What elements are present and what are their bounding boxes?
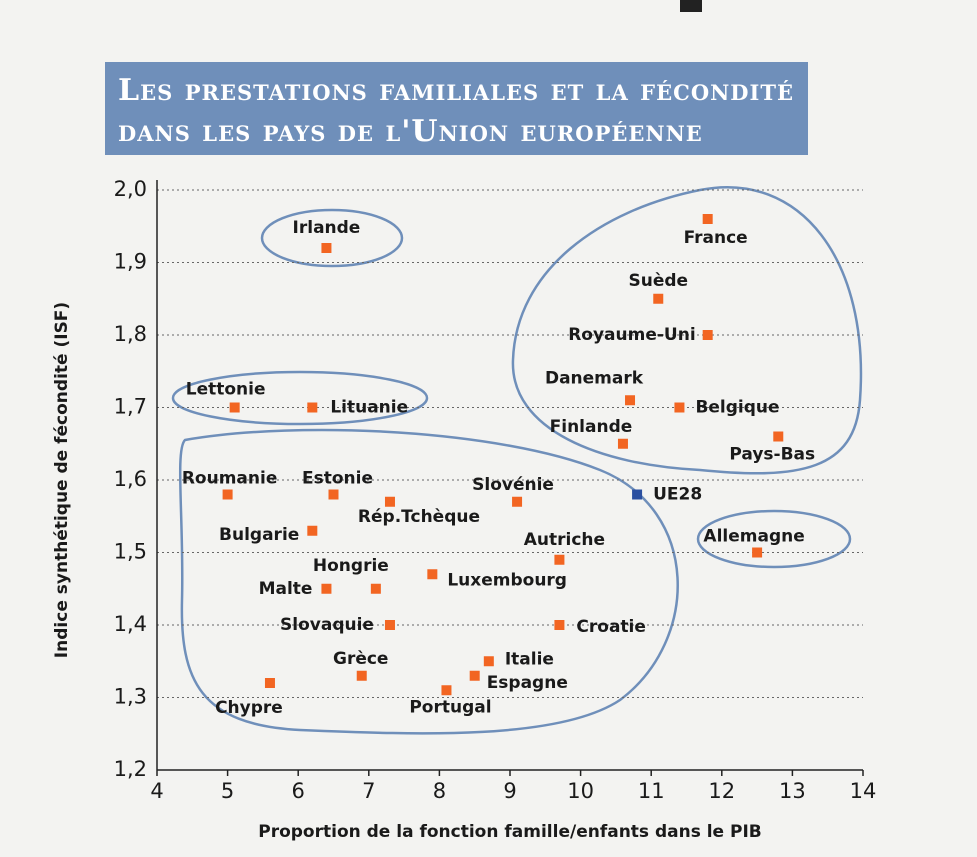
point [469, 670, 480, 681]
cluster-outline [696, 509, 852, 569]
x-tick-label: 13 [779, 779, 806, 803]
point-label: Portugal [409, 697, 491, 717]
point [441, 685, 452, 696]
point-label: Suède [628, 271, 688, 291]
point [307, 402, 318, 413]
point-label: Pays-Bas [729, 445, 815, 465]
x-tick-label: 9 [503, 779, 516, 803]
point-label: Malte [259, 579, 313, 599]
point-label: Danemark [545, 368, 644, 388]
point [752, 547, 763, 558]
title-band [105, 62, 808, 155]
point-label: Roumanie [182, 469, 278, 489]
point-label: Estonie [302, 469, 373, 489]
point [674, 402, 685, 413]
point [321, 583, 332, 594]
point [773, 431, 784, 442]
point-label: France [684, 228, 748, 248]
cluster-outline [178, 428, 679, 735]
y-tick-label: 1,6 [114, 467, 147, 491]
y-tick-label: 1,5 [114, 540, 147, 564]
point [229, 402, 240, 413]
point [702, 330, 713, 340]
x-tick-label: 7 [362, 779, 375, 803]
x-tick-label: 10 [567, 779, 594, 803]
y-tick-label: 1,9 [114, 250, 147, 274]
point-label: Slovaquie [280, 615, 374, 635]
y-tick-label: 1,7 [114, 395, 147, 419]
y-tick-label: 1,3 [114, 685, 147, 709]
point [554, 554, 565, 565]
point [370, 583, 381, 594]
point [625, 395, 636, 406]
point-label: Chypre [215, 698, 283, 718]
point [321, 243, 332, 253]
point [512, 496, 523, 507]
point-label: Hongrie [313, 556, 389, 576]
point-label: Finlande [550, 417, 633, 437]
point-label: Grèce [333, 649, 388, 669]
point-label: UE28 [653, 485, 702, 505]
point [653, 293, 664, 304]
point-label: Royaume-Uni [568, 325, 695, 345]
point-label: Irlande [293, 218, 361, 238]
point-label: Espagne [487, 673, 568, 693]
y-tick-label: 1,4 [114, 612, 147, 636]
point [222, 489, 233, 500]
cluster-outline [171, 370, 429, 426]
point [427, 569, 438, 580]
point [307, 525, 318, 536]
y-tick-label: 1,2 [114, 757, 147, 781]
point [264, 678, 275, 688]
y-tick-label: 2,0 [114, 177, 147, 201]
x-tick-label: 11 [638, 779, 665, 803]
chart-title: Les prestations familiales et la fécondi… [118, 73, 794, 108]
point [702, 214, 713, 224]
point [328, 489, 339, 500]
point [632, 489, 643, 500]
chart-title: dans les pays de l'Union européenne [118, 114, 703, 149]
cluster-outline [511, 186, 863, 475]
x-tick-label: 5 [221, 779, 234, 803]
point-label: Italie [505, 649, 554, 669]
point [483, 656, 494, 667]
point-label: Autriche [524, 530, 605, 550]
x-tick-label: 6 [292, 779, 305, 803]
decoration [680, 0, 702, 12]
point [384, 496, 395, 507]
x-tick-label: 12 [708, 779, 735, 803]
x-tick-label: 4 [150, 779, 163, 803]
x-axis-label: Proportion de la fonction famille/enfant… [258, 822, 762, 842]
point-label: Slovénie [472, 475, 554, 495]
y-tick-label: 1,8 [114, 322, 147, 346]
point-label: Lituanie [330, 398, 408, 418]
point-label: Bulgarie [219, 525, 299, 545]
point-label: Rép.Tchèque [358, 507, 480, 527]
point [617, 438, 628, 449]
point [554, 620, 565, 630]
point [384, 620, 395, 630]
y-axis-label: Indice synthétique de fécondité (ISF) [52, 302, 72, 658]
x-tick-label: 14 [850, 779, 877, 803]
point-label: Luxembourg [447, 570, 567, 590]
x-tick-label: 8 [433, 779, 446, 803]
point-label: Lettonie [186, 380, 266, 400]
cluster-outline [260, 208, 404, 268]
point [356, 670, 367, 681]
point-label: Allemagne [703, 527, 804, 547]
point-label: Croatie [576, 617, 646, 637]
point-label: Belgique [695, 398, 779, 418]
